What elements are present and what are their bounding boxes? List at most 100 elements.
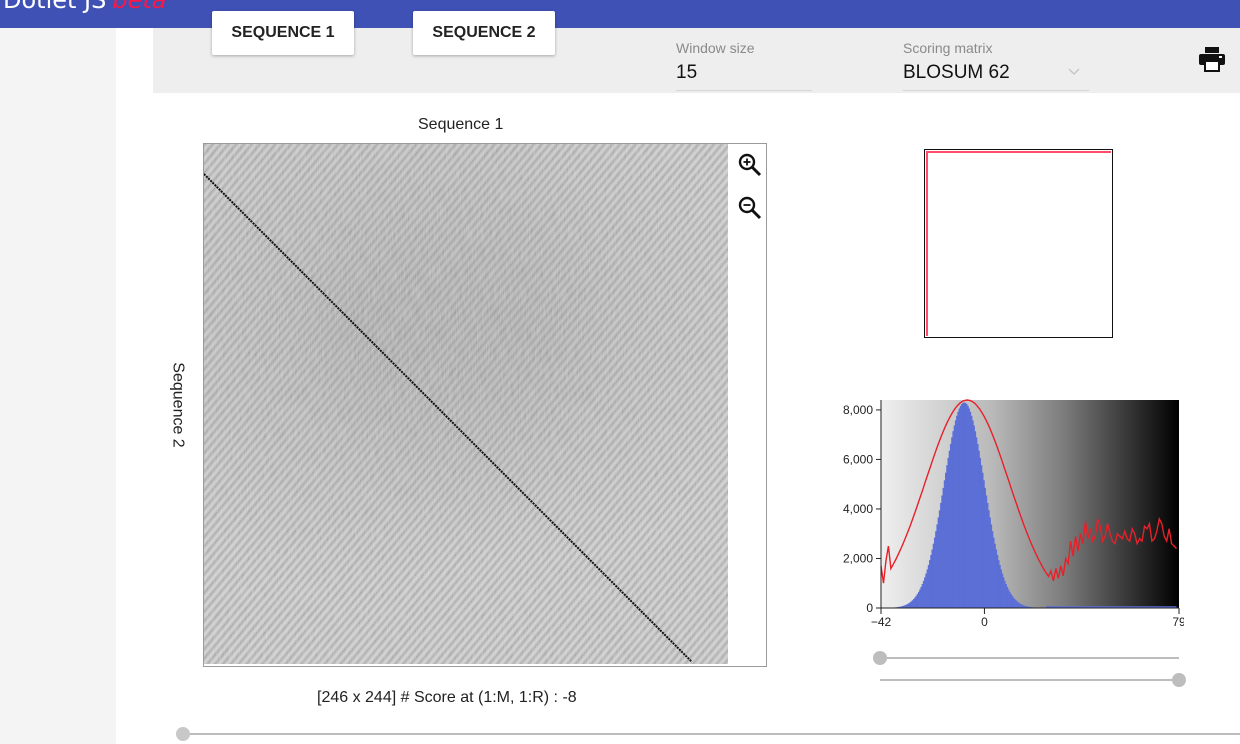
histogram-bar (979, 457, 982, 608)
app-bar: Dotlet JS beta (0, 0, 1240, 28)
app-title: Dotlet JS beta (3, 0, 166, 14)
main-diagonal (204, 173, 693, 663)
histogram-bar (915, 595, 918, 608)
histogram-bar (930, 554, 932, 608)
upper-threshold-thumb[interactable] (1172, 673, 1186, 687)
histogram-bar (905, 604, 908, 608)
histogram-bar (948, 450, 951, 608)
viewport-indicator[interactable] (926, 151, 1111, 336)
histogram-bar (978, 450, 980, 608)
histogram-bar (961, 403, 963, 608)
histogram-bar (943, 480, 946, 608)
histogram-bar (958, 408, 961, 608)
histogram-bar (945, 472, 947, 608)
histogram-bar (954, 420, 957, 608)
histogram-bar (1026, 606, 1028, 608)
histogram-bar (931, 549, 934, 608)
histogram-bar (917, 591, 920, 608)
x-tick-label: 0 (981, 615, 988, 629)
histogram-bar (911, 600, 914, 608)
histogram-bar (996, 554, 999, 608)
print-icon[interactable] (1198, 46, 1226, 72)
histogram-bar (984, 487, 986, 608)
histogram-bar (1001, 573, 1004, 608)
histogram-bar (949, 443, 952, 608)
histogram-bar (926, 569, 929, 608)
histogram-bar (952, 431, 954, 608)
window-size-input[interactable]: 15 (676, 62, 698, 83)
histogram-bar (1023, 605, 1026, 608)
histogram-bar (909, 602, 911, 608)
x-tick-label: 79 (1172, 615, 1184, 629)
lower-threshold-track[interactable] (880, 657, 1179, 659)
sequence-2-button[interactable]: SEQUENCE 2 (413, 11, 555, 55)
histogram-bar (1005, 584, 1007, 608)
y-tick-label: 6,000 (843, 452, 873, 466)
histogram-curve (880, 399, 1178, 584)
left-sidebar (0, 28, 116, 744)
histogram-bar (999, 564, 1001, 608)
histogram-bar (1010, 593, 1012, 608)
zoom-in-icon[interactable] (737, 152, 763, 178)
window-size-label: Window size (676, 40, 755, 56)
y-tick-label: 2,000 (843, 551, 873, 565)
histogram-bar (937, 517, 940, 608)
histogram-bar (963, 402, 966, 608)
histogram-bar (916, 593, 919, 608)
histogram-bar (995, 549, 998, 608)
histogram-bar (941, 495, 943, 608)
histogram-bar (988, 510, 990, 608)
histogram-bar (940, 502, 942, 608)
score-status: [246 x 244] # Score at (1:M, 1:R) : -8 (317, 689, 577, 706)
histogram-bar (977, 443, 979, 608)
histogram-bar (951, 437, 953, 608)
dotplot-canvas[interactable] (204, 144, 728, 664)
histogram-bar (925, 573, 927, 608)
histogram-bar (938, 510, 941, 608)
histogram-bar (1013, 598, 1016, 608)
zoom-out-icon[interactable] (737, 195, 763, 221)
histogram-bar (1020, 603, 1022, 608)
histogram-bar (947, 457, 950, 608)
histogram-bar (1016, 601, 1018, 608)
x-axis-title: Sequence 1 (418, 116, 504, 133)
histogram-bar (1027, 606, 1030, 608)
histogram-bar (899, 606, 902, 608)
histogram-bar (924, 577, 926, 608)
window-size-underline (676, 90, 812, 91)
histogram-bar (1022, 605, 1025, 608)
histogram-bar (990, 524, 993, 608)
histogram-bar (910, 601, 913, 608)
histogram-bar (933, 537, 936, 608)
sequence-1-button[interactable]: SEQUENCE 1 (212, 11, 354, 55)
overview-panel[interactable] (924, 149, 1113, 338)
histogram-bar (972, 420, 974, 608)
chevron-down-icon[interactable] (1068, 68, 1080, 76)
histogram-bar (969, 411, 972, 608)
histogram-bar (927, 564, 930, 608)
histogram-bar (1012, 597, 1015, 608)
histogram-bar (1000, 569, 1002, 608)
histogram-bar (991, 531, 994, 608)
histogram-bar (898, 606, 900, 608)
histogram-bar (904, 605, 906, 608)
beta-badge: beta (112, 0, 167, 14)
histogram-bar (965, 403, 968, 608)
histogram-bar (1025, 606, 1027, 608)
histogram-bar (1002, 577, 1005, 608)
zoom-slider-thumb[interactable] (176, 727, 190, 741)
histogram-bar (1028, 606, 1031, 608)
histogram-bar (1017, 602, 1020, 608)
y-tick-label: 0 (866, 601, 873, 615)
histogram-bar (900, 606, 903, 608)
histogram-bar (962, 402, 964, 608)
lower-threshold-thumb[interactable] (873, 651, 887, 665)
upper-threshold-track[interactable] (880, 679, 1179, 681)
histogram-bar (932, 543, 935, 608)
scoring-matrix-select[interactable]: BLOSUM 62 (903, 62, 1010, 83)
histogram-bar (901, 606, 904, 608)
histogram-bar (946, 465, 948, 608)
scoring-matrix-label: Scoring matrix (903, 40, 993, 56)
zoom-slider-track[interactable] (183, 733, 1240, 735)
histogram-bar (970, 415, 973, 608)
